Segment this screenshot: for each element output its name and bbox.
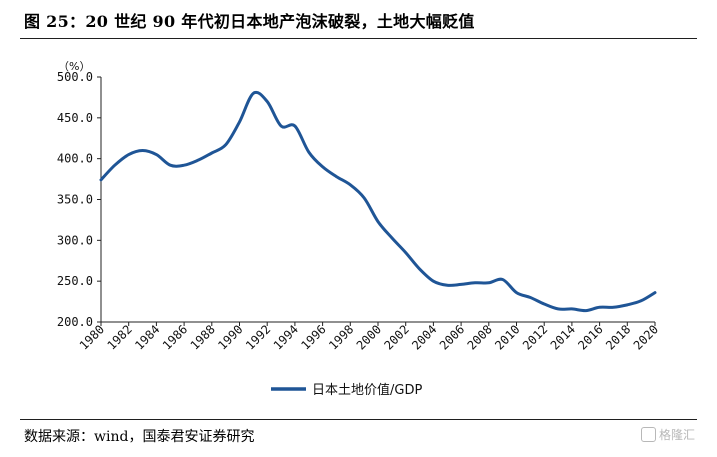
x-tick-label: 2008 — [465, 322, 495, 352]
y-tick-label: 300.0 — [57, 233, 93, 247]
x-tick-label: 2012 — [520, 322, 550, 352]
x-tick-label: 1990 — [215, 322, 245, 352]
x-tick-label: 2000 — [354, 322, 384, 352]
x-tick-label: 2016 — [575, 322, 605, 352]
y-tick-label: 400.0 — [57, 152, 93, 166]
x-tick-label: 2002 — [381, 322, 411, 352]
y-tick-label: 500.0 — [57, 70, 93, 84]
x-tick-label: 1984 — [132, 322, 162, 352]
watermark-logo-icon — [640, 427, 656, 442]
x-tick-label: 1994 — [271, 322, 301, 352]
y-tick-label: 450.0 — [57, 111, 93, 125]
x-tick-label: 1996 — [298, 322, 328, 352]
legend-label: 日本土地价值/GDP — [312, 382, 422, 398]
x-tick-label: 2006 — [437, 322, 467, 352]
y-unit-label: （%） — [58, 60, 90, 73]
figure-title: 图 25：20 世纪 90 年代初日本地产泡沫破裂，土地大幅贬值 — [24, 12, 475, 31]
x-tick-label: 2020 — [631, 322, 661, 352]
y-tick-label: 350.0 — [57, 193, 93, 207]
x-tick-label: 2018 — [603, 322, 633, 352]
x-tick-label: 1992 — [243, 322, 273, 352]
x-tick-label: 2004 — [409, 322, 439, 352]
x-tick-label: 1982 — [104, 322, 134, 352]
y-tick-label: 200.0 — [57, 315, 93, 329]
watermark: 格隆汇 — [640, 426, 695, 443]
x-tick-label: 1998 — [326, 322, 356, 352]
x-tick-label: 2014 — [548, 322, 578, 352]
watermark-text: 格隆汇 — [658, 428, 695, 442]
x-tick-label: 2010 — [492, 322, 522, 352]
x-tick-label: 1986 — [160, 322, 190, 352]
x-tick-label: 1988 — [188, 322, 218, 352]
title-rule — [20, 38, 697, 39]
data-source: 数据来源：wind，国泰君安证券研究 — [24, 429, 255, 445]
series-line — [99, 90, 657, 313]
source-rule — [20, 419, 697, 420]
y-tick-label: 250.0 — [57, 274, 93, 288]
